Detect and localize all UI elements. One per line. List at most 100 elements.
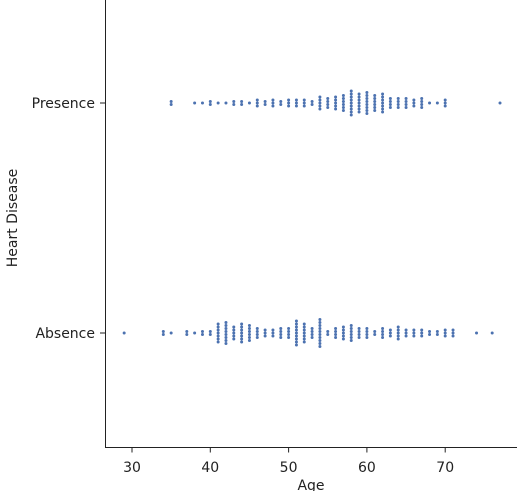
data-point-absence bbox=[240, 322, 244, 326]
x-tick-label: 50 bbox=[280, 460, 298, 476]
data-point-absence bbox=[247, 333, 251, 336]
data-point-presence bbox=[388, 100, 392, 103]
data-point-presence bbox=[443, 98, 447, 102]
data-point-absence bbox=[318, 324, 322, 327]
data-point-presence bbox=[435, 101, 439, 105]
data-point-presence bbox=[334, 95, 338, 99]
data-point-presence bbox=[420, 100, 424, 103]
data-point-presence bbox=[428, 101, 432, 105]
data-point-absence bbox=[396, 334, 400, 338]
data-point-presence bbox=[373, 100, 377, 103]
data-point-absence bbox=[279, 333, 283, 336]
data-point-absence bbox=[302, 325, 306, 329]
data-point-absence bbox=[388, 331, 392, 335]
data-point-presence bbox=[365, 94, 369, 97]
data-point-absence bbox=[193, 331, 197, 335]
data-point-absence bbox=[435, 333, 439, 336]
data-point-absence bbox=[443, 334, 447, 338]
y-axis-ticks: Presence Absence bbox=[32, 96, 106, 342]
data-point-absence bbox=[428, 330, 432, 333]
data-point-absence bbox=[216, 331, 220, 335]
data-point-presence bbox=[381, 110, 385, 114]
data-point-absence bbox=[224, 333, 228, 336]
data-point-absence bbox=[490, 331, 494, 335]
data-point-presence bbox=[224, 101, 228, 105]
x-tick-label: 70 bbox=[436, 460, 454, 476]
data-point-presence bbox=[287, 98, 291, 102]
data-point-presence bbox=[255, 101, 259, 105]
data-point-absence bbox=[294, 343, 298, 347]
data-point-absence bbox=[357, 330, 361, 333]
data-point-absence bbox=[247, 336, 251, 339]
data-point-presence bbox=[412, 101, 416, 105]
data-point-absence bbox=[200, 333, 204, 336]
data-point-absence bbox=[334, 330, 338, 333]
data-point-absence bbox=[357, 327, 361, 330]
data-point-presence bbox=[498, 101, 502, 105]
data-point-absence bbox=[334, 336, 338, 339]
data-point-absence bbox=[475, 331, 479, 335]
data-point-absence bbox=[287, 327, 291, 330]
data-point-absence bbox=[302, 322, 306, 326]
data-point-absence bbox=[294, 331, 298, 335]
data-point-absence bbox=[247, 324, 251, 327]
data-point-absence bbox=[216, 325, 220, 329]
data-point-presence bbox=[255, 98, 259, 102]
data-point-presence bbox=[318, 107, 322, 111]
data-point-presence bbox=[341, 106, 345, 109]
data-point-absence bbox=[224, 321, 228, 324]
data-point-absence bbox=[232, 337, 236, 341]
data-point-absence bbox=[302, 331, 306, 335]
x-axis-ticks: 30 40 50 60 70 bbox=[123, 447, 454, 476]
data-point-absence bbox=[373, 330, 377, 333]
data-point-presence bbox=[349, 104, 353, 108]
data-point-presence bbox=[381, 104, 385, 108]
data-point-absence bbox=[247, 339, 251, 342]
data-point-presence bbox=[365, 112, 369, 115]
data-point-presence bbox=[388, 103, 392, 106]
data-point-absence bbox=[349, 339, 353, 342]
data-point-presence bbox=[420, 97, 424, 100]
data-point-absence bbox=[169, 331, 173, 335]
data-point-presence bbox=[326, 100, 330, 103]
data-point-presence bbox=[287, 104, 291, 108]
data-point-presence bbox=[326, 97, 330, 100]
data-point-absence bbox=[357, 336, 361, 339]
data-point-absence bbox=[255, 336, 259, 339]
data-point-presence bbox=[247, 101, 251, 105]
data-point-presence bbox=[365, 109, 369, 112]
data-point-presence bbox=[381, 107, 385, 111]
data-point-absence bbox=[216, 340, 220, 344]
data-point-absence bbox=[122, 331, 126, 335]
data-point-presence bbox=[349, 98, 353, 102]
data-point-absence bbox=[318, 342, 322, 345]
data-point-absence bbox=[294, 334, 298, 338]
data-point-presence bbox=[279, 103, 283, 106]
data-point-absence bbox=[443, 328, 447, 332]
data-point-presence bbox=[341, 94, 345, 97]
data-point-presence bbox=[349, 110, 353, 114]
data-point-absence bbox=[451, 334, 455, 338]
data-point-absence bbox=[240, 328, 244, 332]
data-point-absence bbox=[420, 331, 424, 335]
data-point-presence bbox=[208, 103, 212, 106]
x-axis-title: Age bbox=[297, 478, 324, 491]
data-point-presence bbox=[404, 100, 408, 103]
data-point-absence bbox=[240, 325, 244, 329]
data-point-absence bbox=[404, 331, 408, 335]
data-point-presence bbox=[349, 113, 353, 117]
data-point-absence bbox=[224, 339, 228, 342]
data-point-presence bbox=[279, 100, 283, 103]
data-point-absence bbox=[279, 336, 283, 339]
data-point-absence bbox=[435, 330, 439, 333]
data-point-presence bbox=[255, 104, 259, 108]
y-tick-label-absence: Absence bbox=[35, 326, 95, 342]
data-point-presence bbox=[302, 104, 306, 108]
data-point-presence bbox=[373, 94, 377, 97]
data-point-presence bbox=[404, 103, 408, 106]
data-point-presence bbox=[263, 100, 267, 103]
data-point-presence bbox=[232, 100, 236, 103]
data-point-presence bbox=[271, 98, 275, 102]
data-point-presence bbox=[318, 95, 322, 99]
